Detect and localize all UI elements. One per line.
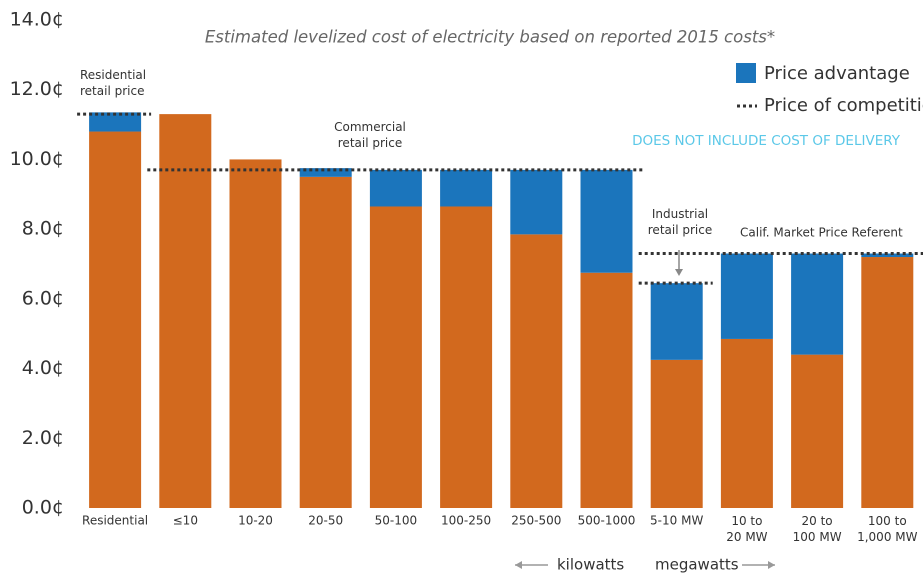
x-tick-label: 250-500 <box>511 514 561 528</box>
x-axis-label: kilowatts <box>557 556 624 574</box>
x-tick-label: 5-10 MW <box>650 514 703 528</box>
x-axis-label: megawatts <box>655 556 739 574</box>
y-tick-label: 12.0¢ <box>10 78 64 100</box>
x-tick-label: 50-100 <box>375 514 418 528</box>
y-tick-label: 2.0¢ <box>22 427 64 449</box>
arrow-head <box>675 269 683 276</box>
bar-segment <box>370 206 422 508</box>
bar-segment <box>510 170 562 234</box>
y-tick-label: 4.0¢ <box>22 357 64 379</box>
bar-segment <box>721 254 773 339</box>
bar-segment <box>581 273 633 508</box>
bar-segment <box>651 283 703 360</box>
bar-segment <box>510 234 562 508</box>
legend-label: Price of competition <box>764 95 923 116</box>
arrow-head <box>768 561 775 569</box>
x-tick-label: 10-20 <box>238 514 273 528</box>
bar-segment <box>230 159 282 508</box>
legend-label: Price advantage <box>764 63 910 84</box>
x-tick-label: 100-250 <box>441 514 491 528</box>
bar-segment <box>651 360 703 508</box>
y-tick-label: 6.0¢ <box>22 287 64 309</box>
x-tick-label: 500-1000 <box>578 514 636 528</box>
bar-segment <box>370 170 422 207</box>
bar-segment <box>440 170 492 207</box>
note: DOES NOT INCLUDE COST OF DELIVERY <box>632 133 901 149</box>
y-tick-label: 14.0¢ <box>10 9 64 31</box>
y-tick-label: 0.0¢ <box>22 497 64 519</box>
arrow-head <box>515 561 522 569</box>
bar-segment <box>300 168 352 177</box>
y-tick-label: 8.0¢ <box>22 218 64 240</box>
bar-segment <box>791 254 843 355</box>
x-tick-label: ≤10 <box>173 514 198 528</box>
bar-segment <box>89 132 141 508</box>
legend-swatch <box>736 63 756 83</box>
x-tick-label: 20-50 <box>308 514 343 528</box>
chart: Estimated levelized cost of electricity … <box>0 0 923 575</box>
bar-segment <box>721 339 773 508</box>
bar-segment <box>861 257 913 508</box>
y-tick-label: 10.0¢ <box>10 148 64 170</box>
bar-segment <box>300 177 352 508</box>
bar-segment <box>159 114 211 508</box>
chart-subtitle: Estimated levelized cost of electricity … <box>205 28 775 47</box>
x-tick-label: Residential <box>82 514 148 528</box>
bar-segment <box>440 206 492 508</box>
bar-segment <box>581 170 633 273</box>
bar-segment <box>791 355 843 508</box>
reference-label: Calif. Market Price Referent <box>740 226 903 240</box>
